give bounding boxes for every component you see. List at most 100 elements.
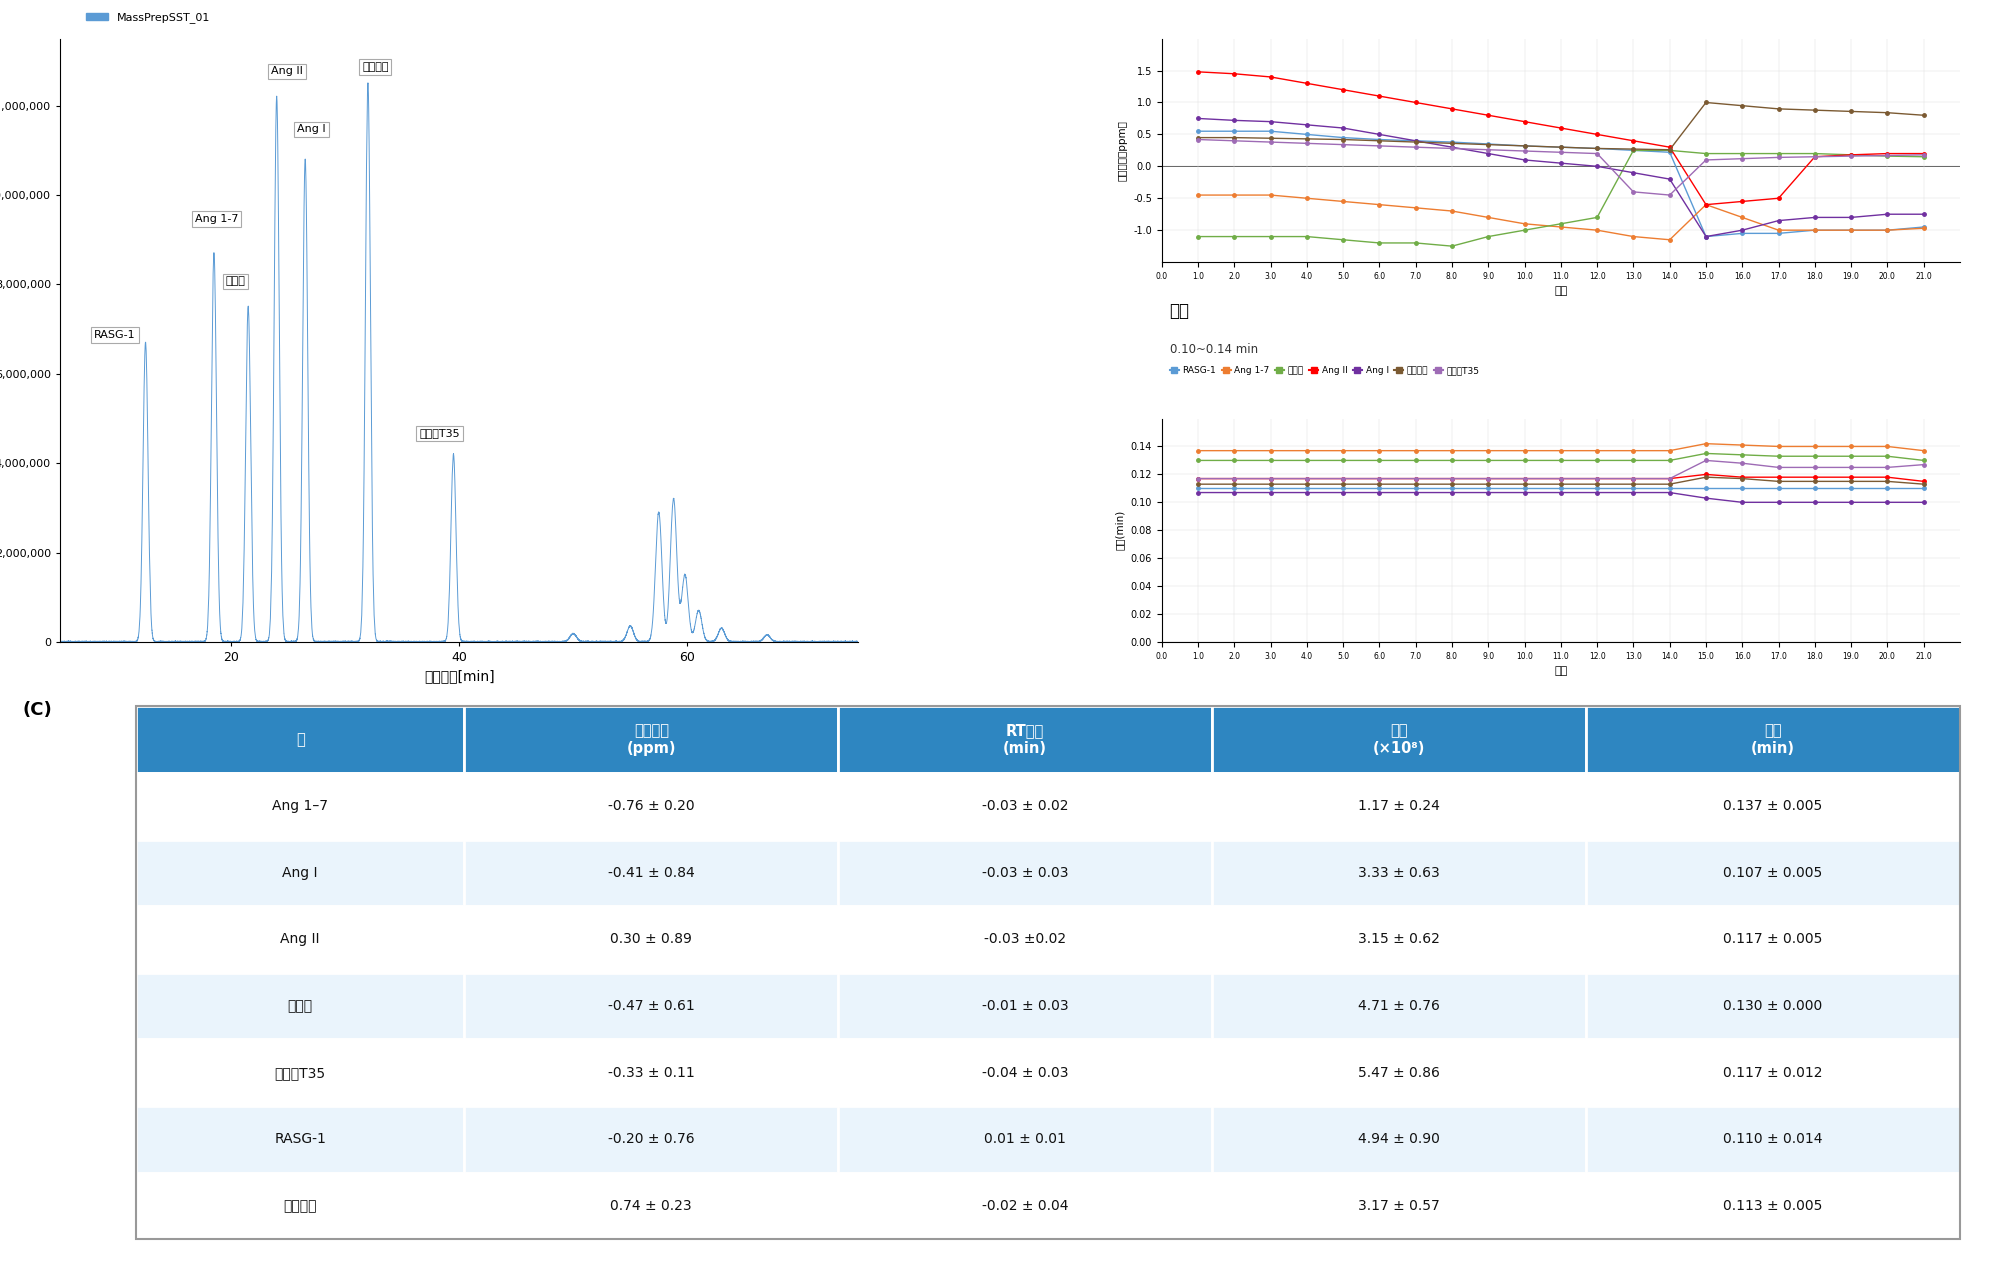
肾素底物 (1476, 137, 1500, 152)
Line: 肾素底物: 肾素底物 (1196, 475, 1926, 486)
Ang 1-7 (1766, 439, 1790, 455)
Text: (C): (C) (22, 701, 52, 719)
缓激肽 (1802, 448, 1826, 464)
烯醇酶T35 (1294, 135, 1318, 151)
Text: 0.107 ± 0.005: 0.107 ± 0.005 (1724, 866, 1822, 880)
Ang II (1766, 469, 1790, 484)
Bar (464, 773, 838, 840)
Line: RASG-1: RASG-1 (1196, 130, 1926, 238)
Text: Ang II: Ang II (280, 933, 320, 947)
缓激肽 (1222, 452, 1246, 468)
RASG-1 (1694, 480, 1718, 496)
Ang 1-7 (1802, 439, 1826, 455)
缓激肽 (1912, 452, 1936, 468)
Bar (1212, 706, 1586, 773)
Ang 1-7 (1840, 439, 1864, 455)
肾素底物 (1368, 133, 1392, 148)
Line: Ang II: Ang II (1196, 473, 1926, 483)
Ang II (1586, 126, 1610, 142)
肾素底物 (1476, 477, 1500, 492)
Line: 缓激肽: 缓激肽 (1196, 148, 1926, 247)
烯醇酶T35 (1840, 460, 1864, 475)
Text: -0.01 ± 0.03: -0.01 ± 0.03 (982, 999, 1068, 1014)
Ang I (1876, 206, 1900, 222)
Ang II (1840, 469, 1864, 484)
Ang 1-7 (1258, 187, 1282, 202)
Ang I (1694, 491, 1718, 506)
烯醇酶T35 (1258, 134, 1282, 149)
Ang II (1802, 149, 1826, 165)
Ang II (1730, 469, 1754, 484)
Text: 0.117 ± 0.005: 0.117 ± 0.005 (1724, 933, 1822, 947)
Ang I (1186, 111, 1210, 126)
肾素底物 (1694, 469, 1718, 484)
Ang I (1512, 484, 1536, 500)
Text: -0.03 ± 0.02: -0.03 ± 0.02 (982, 799, 1068, 813)
RASG-1 (1512, 138, 1536, 153)
Ang 1-7 (1840, 223, 1864, 238)
Ang 1-7 (1658, 443, 1682, 459)
RASG-1 (1332, 130, 1356, 146)
Ang II (1622, 471, 1646, 487)
烯醇酶T35 (1912, 147, 1936, 162)
烯醇酶T35 (1222, 133, 1246, 148)
烯醇酶T35 (1476, 142, 1500, 157)
烯醇酶T35 (1476, 471, 1500, 487)
肾素底物 (1332, 131, 1356, 147)
Bar (1212, 840, 1586, 907)
Bar (1212, 1106, 1586, 1172)
Ang I (1694, 229, 1718, 245)
Text: RT误差
(min): RT误差 (min) (1004, 723, 1048, 756)
肾素底物 (1658, 142, 1682, 157)
Ang I (1186, 484, 1210, 500)
烯醇酶T35 (1222, 471, 1246, 487)
RASG-1 (1258, 480, 1282, 496)
缓激肽 (1840, 147, 1864, 162)
肾素底物 (1332, 477, 1356, 492)
缓激肽 (1766, 146, 1790, 161)
烯醇酶T35 (1368, 138, 1392, 153)
Ang 1-7 (1476, 443, 1500, 459)
Ang 1-7 (1876, 439, 1900, 455)
Text: 缓激肽: 缓激肽 (288, 999, 312, 1014)
肾素底物 (1512, 138, 1536, 153)
Line: 烯醇酶T35: 烯醇酶T35 (1196, 138, 1926, 197)
缓激肽 (1912, 149, 1936, 165)
Ang I (1440, 139, 1464, 155)
Text: 0.10~0.14 min: 0.10~0.14 min (1170, 343, 1258, 355)
烯醇酶T35 (1332, 137, 1356, 152)
Ang I (1912, 206, 1936, 222)
RASG-1 (1548, 480, 1572, 496)
缓激肽 (1730, 146, 1754, 161)
Bar (136, 907, 464, 972)
缓激肽 (1294, 452, 1318, 468)
Bar (464, 706, 838, 773)
Ang I (1222, 112, 1246, 128)
RASG-1 (1186, 480, 1210, 496)
Bar (1586, 773, 1960, 840)
RASG-1 (1658, 144, 1682, 160)
肾素底物 (1440, 477, 1464, 492)
Bar (1212, 1172, 1586, 1239)
Ang II (1548, 120, 1572, 135)
Ang I (1368, 126, 1392, 142)
Text: 肾素底物: 肾素底物 (362, 62, 388, 72)
RASG-1 (1404, 480, 1428, 496)
肾素底物 (1512, 477, 1536, 492)
肾素底物 (1658, 477, 1682, 492)
Ang II (1730, 193, 1754, 209)
Bar (136, 773, 464, 840)
烯醇酶T35 (1658, 471, 1682, 487)
烯醇酶T35 (1912, 457, 1936, 473)
RASG-1 (1840, 223, 1864, 238)
肾素底物 (1404, 477, 1428, 492)
Bar (1586, 1172, 1960, 1239)
Ang I (1332, 484, 1356, 500)
肾素底物 (1876, 474, 1900, 489)
Bar (464, 907, 838, 972)
缓激肽 (1476, 229, 1500, 245)
缓激肽 (1730, 447, 1754, 462)
缓激肽 (1186, 229, 1210, 245)
缓激肽 (1368, 236, 1392, 251)
Text: 烯醇酶T35: 烯醇酶T35 (274, 1065, 326, 1079)
